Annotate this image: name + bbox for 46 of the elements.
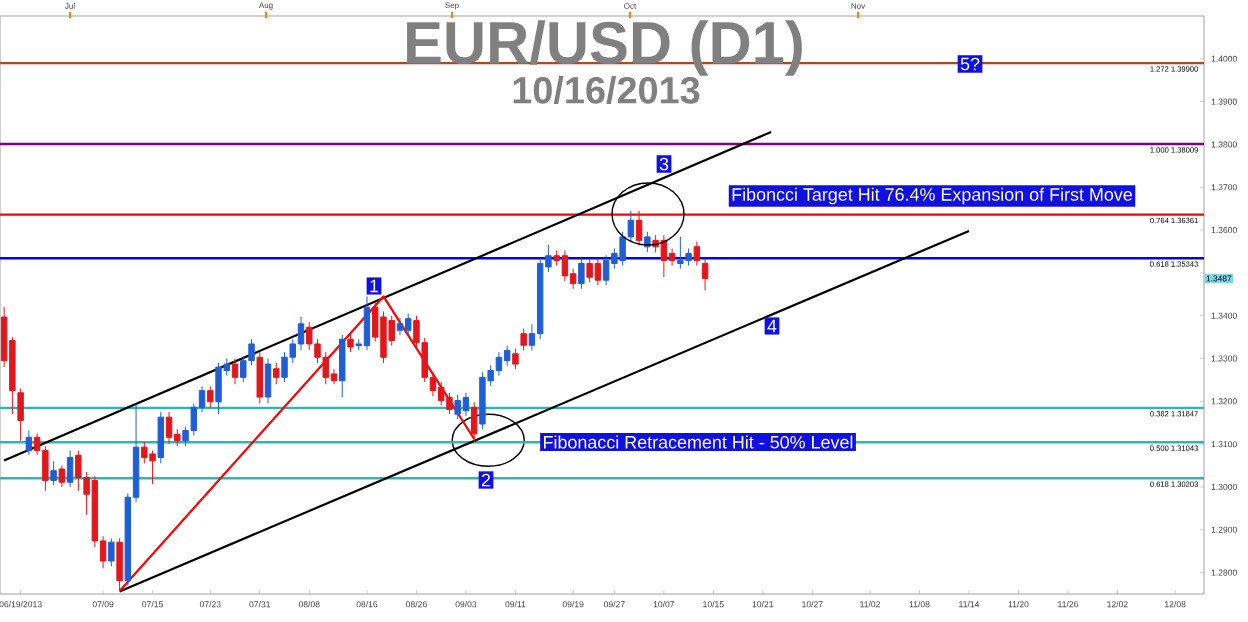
candlestick [66, 450, 74, 488]
candlestick [660, 234, 668, 278]
candlestick [149, 450, 156, 485]
candlestick [116, 537, 123, 592]
candlestick [50, 460, 57, 486]
annotation: 3 [659, 157, 669, 171]
candlestick [701, 257, 709, 291]
candlestick [165, 411, 173, 445]
candlestick [273, 362, 280, 385]
candlestick [462, 392, 470, 417]
candlestick [404, 313, 412, 336]
candlestick [215, 362, 222, 415]
candlestick [602, 254, 610, 286]
candlestick [58, 465, 66, 488]
candlestick [157, 411, 165, 464]
candlestick [363, 295, 371, 351]
candlestick [512, 348, 519, 370]
candlestick [586, 257, 593, 283]
text: 10/16/2013 [513, 75, 700, 105]
annotation: 4 [767, 319, 777, 333]
candlestick [454, 394, 461, 420]
candlestick [520, 328, 527, 351]
candlestick [264, 358, 272, 404]
candlestick [347, 333, 354, 353]
annotation: 5? [960, 57, 980, 71]
candlestick [17, 387, 24, 442]
candlestick [677, 236, 684, 270]
candlestick [470, 401, 478, 443]
candlestick [396, 317, 404, 336]
candlestick [561, 250, 569, 282]
candlestick [594, 257, 602, 286]
candlestick [256, 351, 263, 404]
candlestick [635, 210, 643, 246]
candlestick [693, 241, 701, 267]
annotation: 2 [481, 473, 491, 487]
annotation: Fibonacci Retracement Hit - 50% Level [543, 435, 853, 449]
candlestick [25, 429, 33, 456]
candlestick [578, 257, 585, 290]
annotation: Fiboncci Target Hit 76.4% Expansion of First Move [732, 187, 1132, 205]
candlestick [231, 358, 239, 385]
candlestick [207, 385, 214, 409]
candlestick [339, 334, 346, 398]
candlestick [108, 537, 115, 567]
candlestick [380, 310, 387, 364]
annotation: 1 [370, 279, 379, 293]
candlestick [479, 371, 486, 430]
